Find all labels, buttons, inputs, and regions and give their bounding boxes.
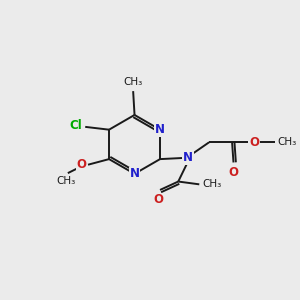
Text: N: N — [155, 123, 165, 136]
Text: CH₃: CH₃ — [202, 179, 222, 189]
Text: O: O — [76, 158, 87, 171]
Text: N: N — [183, 151, 193, 164]
Text: CH₃: CH₃ — [278, 137, 297, 147]
Text: CH₃: CH₃ — [57, 176, 76, 187]
Text: O: O — [229, 166, 238, 179]
Text: CH₃: CH₃ — [124, 77, 143, 88]
Text: Cl: Cl — [69, 119, 82, 132]
Text: O: O — [154, 193, 164, 206]
Text: O: O — [249, 136, 259, 149]
Text: N: N — [130, 167, 140, 180]
